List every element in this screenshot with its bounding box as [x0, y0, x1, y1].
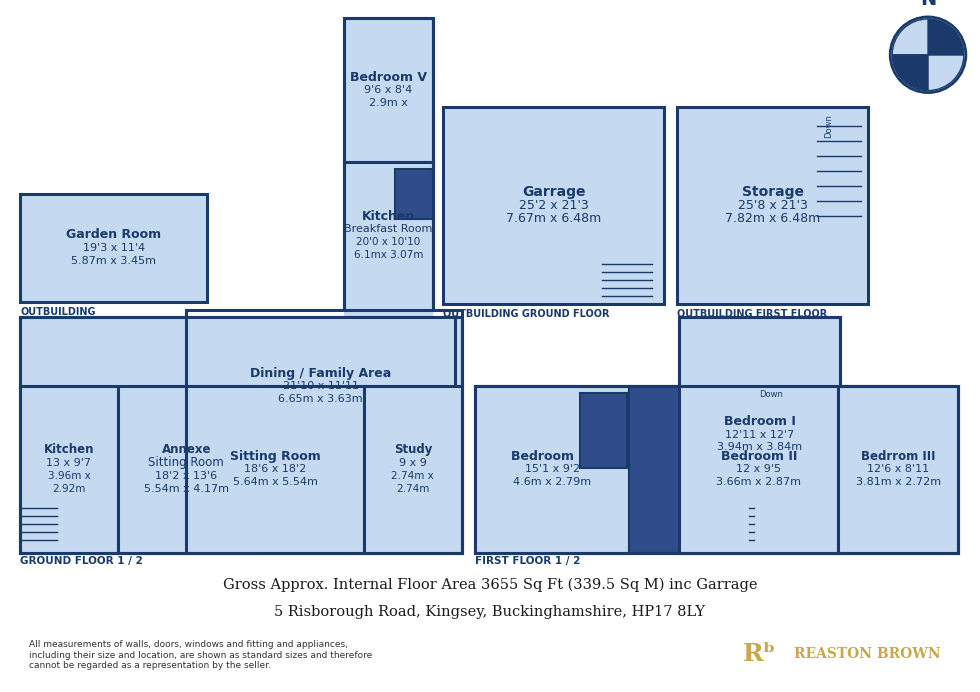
- Bar: [344, 18, 433, 162]
- Text: Dining / Family Area: Dining / Family Area: [250, 367, 391, 380]
- Bar: [186, 316, 455, 456]
- Text: 20'0 x 10'10: 20'0 x 10'10: [357, 237, 420, 248]
- Text: Bedroom I: Bedroom I: [724, 415, 796, 428]
- Text: 5.54m x 4.17m: 5.54m x 4.17m: [144, 484, 229, 494]
- Text: OUTBUILDING: OUTBUILDING: [21, 307, 96, 317]
- Text: 7.67m x 6.48m: 7.67m x 6.48m: [506, 212, 602, 224]
- Text: 4.6m x 2.79m: 4.6m x 2.79m: [514, 477, 591, 487]
- Text: 2.74m x: 2.74m x: [391, 471, 434, 481]
- Wedge shape: [928, 19, 964, 55]
- Bar: [677, 107, 868, 304]
- Text: All measurements of walls, doors, windows and fitting and appliances,
including : All measurements of walls, doors, window…: [29, 640, 372, 670]
- Text: Breakfast Room: Breakfast Room: [344, 224, 432, 235]
- Wedge shape: [892, 55, 928, 91]
- Text: 3.66m x 2.87m: 3.66m x 2.87m: [716, 477, 802, 487]
- Text: 7.82m x 6.48m: 7.82m x 6.48m: [725, 212, 820, 224]
- Wedge shape: [928, 55, 964, 91]
- Text: 6.1mx 3.07m: 6.1mx 3.07m: [354, 251, 423, 260]
- Text: 3.96m x: 3.96m x: [47, 471, 90, 481]
- Text: Kitchen: Kitchen: [362, 210, 416, 223]
- Text: Sitting Room: Sitting Room: [149, 457, 224, 469]
- Bar: [579, 393, 627, 468]
- Text: 2.9m x: 2.9m x: [369, 98, 408, 108]
- Text: 5.87m x 3.45m: 5.87m x 3.45m: [72, 256, 156, 266]
- Text: REASTON BROWN: REASTON BROWN: [794, 648, 941, 662]
- Text: Garrage: Garrage: [522, 185, 585, 199]
- Text: 9 x 9: 9 x 9: [399, 458, 426, 468]
- Text: Gross Approx. Internal Floor Area 3655 Sq Ft (339.5 Sq M) inc Garrage: Gross Approx. Internal Floor Area 3655 S…: [222, 578, 758, 592]
- Text: Storage: Storage: [742, 185, 804, 199]
- Text: Bedroom II: Bedroom II: [720, 450, 797, 463]
- Text: Bedrrom III: Bedrrom III: [860, 450, 935, 463]
- Text: Down: Down: [759, 390, 783, 399]
- Text: Garden Room: Garden Room: [66, 228, 162, 242]
- Bar: [679, 386, 839, 552]
- Text: GROUND FLOOR 1 / 2: GROUND FLOOR 1 / 2: [21, 556, 143, 567]
- Text: 19'3 x 11'4: 19'3 x 11'4: [82, 243, 145, 253]
- Text: Kitchen: Kitchen: [44, 444, 94, 457]
- Text: Rᵇ: Rᵇ: [743, 642, 776, 666]
- Bar: [344, 162, 433, 309]
- Text: Sitting Room: Sitting Room: [229, 450, 320, 463]
- Bar: [186, 386, 364, 552]
- Text: 2.74m: 2.74m: [396, 484, 429, 494]
- Text: 25'2 x 21'3: 25'2 x 21'3: [518, 199, 589, 212]
- Text: 25'8 x 21'3: 25'8 x 21'3: [738, 199, 808, 212]
- Text: 2.92m: 2.92m: [52, 484, 85, 494]
- Bar: [21, 194, 208, 302]
- Text: N: N: [920, 0, 936, 9]
- Bar: [679, 316, 841, 552]
- Text: OUTBUILDING GROUND FLOOR: OUTBUILDING GROUND FLOOR: [443, 309, 610, 318]
- Bar: [344, 162, 433, 316]
- Text: 12'11 x 12'7: 12'11 x 12'7: [725, 430, 795, 439]
- Bar: [443, 107, 664, 304]
- Text: 15'1 x 9'2: 15'1 x 9'2: [524, 464, 580, 475]
- Text: Down: Down: [824, 114, 834, 138]
- Text: 3.94m x 3.84m: 3.94m x 3.84m: [717, 442, 803, 453]
- Text: 21'10 x 11'11: 21'10 x 11'11: [283, 381, 359, 391]
- Bar: [475, 386, 957, 552]
- Text: 6.65m x 3.63m: 6.65m x 3.63m: [278, 394, 363, 404]
- Text: FIRST FLOOR 1 / 2: FIRST FLOOR 1 / 2: [475, 556, 580, 567]
- Text: Study: Study: [394, 444, 432, 457]
- Text: 5 Risborough Road, Kingsey, Buckinghamshire, HP17 8LY: 5 Risborough Road, Kingsey, Buckinghamsh…: [274, 606, 706, 619]
- Bar: [21, 316, 463, 552]
- Wedge shape: [892, 19, 928, 55]
- Bar: [395, 170, 433, 219]
- Text: 13 x 9'7: 13 x 9'7: [46, 458, 91, 468]
- Text: Bedroom V: Bedroom V: [350, 71, 427, 84]
- Text: 5.64m x 5.54m: 5.64m x 5.54m: [232, 477, 318, 487]
- Bar: [839, 386, 957, 552]
- Bar: [679, 316, 841, 552]
- Text: 18'6 x 18'2: 18'6 x 18'2: [244, 464, 306, 475]
- Bar: [629, 386, 679, 552]
- Text: OUTBUILDING FIRST FLOOR: OUTBUILDING FIRST FLOOR: [677, 309, 827, 318]
- Text: 18'2 x 13'6: 18'2 x 13'6: [155, 471, 218, 481]
- Text: 12'6 x 8'11: 12'6 x 8'11: [867, 464, 929, 475]
- Text: Annexe: Annexe: [162, 444, 211, 457]
- Bar: [475, 386, 629, 552]
- Bar: [21, 386, 118, 552]
- Bar: [118, 386, 255, 552]
- Text: Bedroom IV: Bedroom IV: [512, 450, 593, 463]
- Text: 3.81m x 2.72m: 3.81m x 2.72m: [856, 477, 941, 487]
- Text: 12 x 9'5: 12 x 9'5: [736, 464, 781, 475]
- Bar: [364, 386, 463, 552]
- Text: 9'6 x 8'4: 9'6 x 8'4: [365, 85, 413, 95]
